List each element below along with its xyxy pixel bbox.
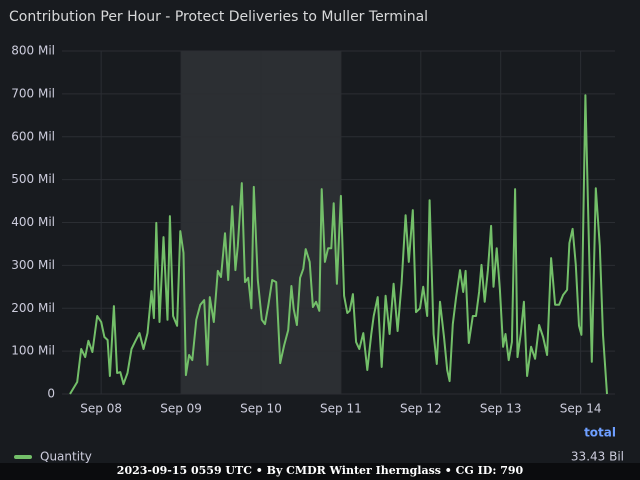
y-tick-label: 300 Mil <box>11 258 55 272</box>
x-tick-label: Sep 10 <box>240 402 282 416</box>
x-tick-label: Sep 13 <box>480 402 522 416</box>
footer: 2023-09-15 0559 UTC • By CMDR Winter Ihe… <box>117 464 524 477</box>
x-tick-label: Sep 08 <box>80 402 122 416</box>
chart-title: Contribution Per Hour - Protect Deliveri… <box>9 9 428 25</box>
footer-bar <box>0 463 640 480</box>
series-line <box>69 94 608 395</box>
y-tick-label: 500 Mil <box>11 172 55 186</box>
y-tick-label: 600 Mil <box>11 129 55 143</box>
y-tick-label: 700 Mil <box>11 86 55 100</box>
y-tick-label: 100 Mil <box>11 344 55 358</box>
x-tick-label: Sep 12 <box>400 402 442 416</box>
y-tick-label: 200 Mil <box>11 301 55 315</box>
x-tick-label: Sep 09 <box>160 402 202 416</box>
y-tick-label: 0 <box>47 387 55 401</box>
legend-label: Quantity <box>40 450 92 464</box>
legend-header: total <box>584 426 616 440</box>
legend-total: 33.43 Bil <box>571 450 624 464</box>
x-tick-label: Sep 11 <box>320 402 362 416</box>
y-tick-label: 800 Mil <box>11 44 55 58</box>
x-tick-label: Sep 14 <box>560 402 602 416</box>
y-tick-label: 400 Mil <box>11 215 55 229</box>
